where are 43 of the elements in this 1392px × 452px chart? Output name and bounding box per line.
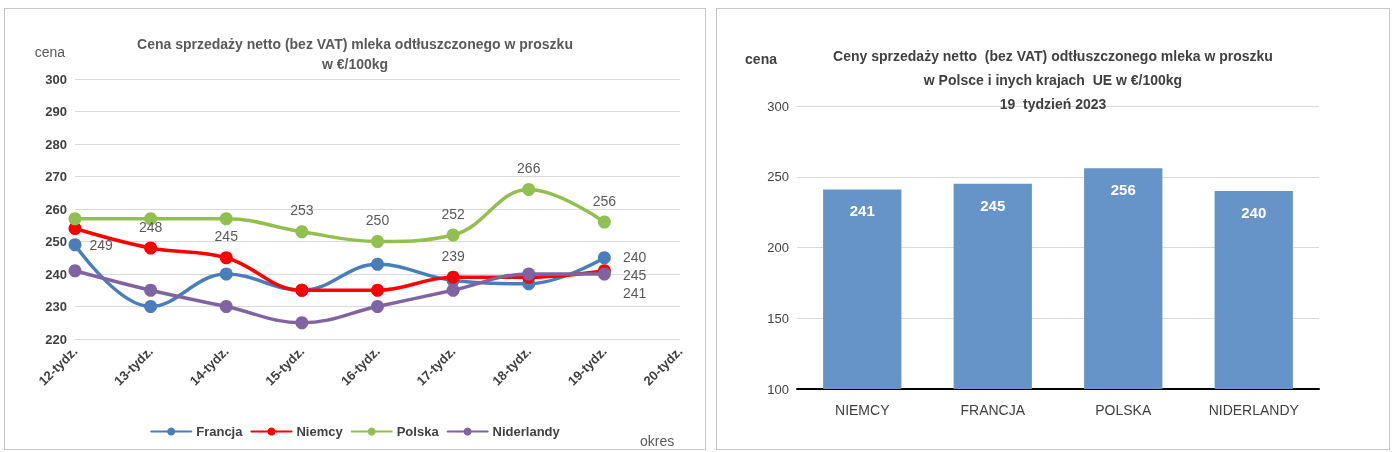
y-axis-title: cena: [34, 44, 66, 60]
y-axis-title: cena: [745, 51, 778, 67]
y-tick-label: 250: [767, 169, 789, 185]
legend-label: Niderlandy: [492, 424, 561, 439]
y-tick-label: 250: [45, 234, 67, 249]
data-label: 248: [138, 218, 163, 235]
data-label: 250: [365, 212, 390, 228]
y-tick-label: 200: [767, 240, 789, 255]
legend-label: Polska: [396, 424, 440, 439]
y-tick-label: 100: [767, 381, 789, 397]
x-tick-label: FRANCJA: [960, 402, 1026, 418]
data-label: 256: [1110, 181, 1136, 199]
y-tick-label: 230: [45, 299, 67, 314]
y-tick-label: 260: [45, 201, 67, 217]
x-tick-label: NIEMCY: [835, 402, 891, 418]
y-tick-label: 220: [45, 331, 67, 347]
x-tick-label: POLSKA: [1095, 402, 1152, 418]
data-label: 253: [290, 202, 314, 219]
legend-label: Francja: [196, 424, 244, 439]
chart-title: Ceny sprzedaży netto (bez VAT) odtłuszczonego mleka w proszku w Polsce i inych krajach UE w €/100kg 19 tydzień 2023: [833, 48, 1273, 112]
data-label: 252: [441, 205, 466, 222]
data-label: 266: [517, 160, 541, 176]
data-label: 245: [980, 196, 1006, 214]
x-axis-title: okres: [640, 433, 675, 449]
chart-title: Cena sprzedaży netto (bez VAT) mleka odtłuszczonego w proszku w €/100kg: [137, 36, 573, 72]
data-label: 245: [214, 228, 239, 245]
data-label: 240: [1241, 203, 1267, 221]
data-label: 256: [592, 192, 617, 209]
y-tick-label: 280: [45, 136, 67, 152]
x-tick-label: NIDERLANDY: [1208, 402, 1300, 418]
y-tick-label: 240: [45, 266, 67, 282]
y-tick-label: 300: [767, 98, 789, 114]
y-tick-label: 290: [45, 104, 67, 119]
data-label: 241: [849, 202, 875, 220]
legend-label: Niemcy: [296, 424, 344, 439]
y-tick-label: 150: [767, 310, 789, 326]
data-label: 245: [622, 266, 647, 283]
data-label: 239: [441, 247, 466, 264]
data-label: 241: [622, 284, 647, 301]
data-label: 249: [89, 236, 114, 253]
y-tick-label: 300: [45, 71, 67, 87]
data-label: 240: [622, 249, 647, 265]
y-tick-label: 270: [45, 169, 67, 184]
